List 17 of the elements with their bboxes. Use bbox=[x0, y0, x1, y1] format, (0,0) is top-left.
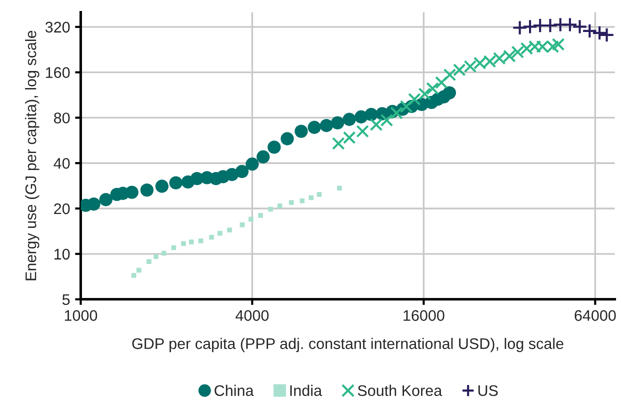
x-tick-label: 64000 bbox=[574, 310, 616, 321]
y-tick-label: 5 bbox=[62, 294, 70, 305]
x-axis-title: GDP per capita (PPP adj. constant international USD), log scale bbox=[132, 338, 564, 352]
x-tick-label: 1000 bbox=[64, 310, 98, 321]
x-tick-label: 16000 bbox=[404, 310, 444, 321]
x-tick-label: 4000 bbox=[236, 310, 269, 321]
y-axis-title: Energy use (GJ per capita), log scale bbox=[25, 30, 40, 280]
y-tick-label: 20 bbox=[54, 203, 70, 214]
y-tick-label: 80 bbox=[54, 112, 70, 124]
legend-label: US bbox=[478, 385, 498, 396]
legend-label: China bbox=[214, 384, 254, 396]
legend-label: India bbox=[290, 384, 322, 396]
y-tick-label: 320 bbox=[45, 22, 70, 33]
y-tick-label: 40 bbox=[54, 158, 70, 169]
y-tick-label: 160 bbox=[46, 67, 70, 78]
y-tick-label: 10 bbox=[54, 248, 70, 260]
legend-label: South Korea bbox=[358, 384, 442, 396]
